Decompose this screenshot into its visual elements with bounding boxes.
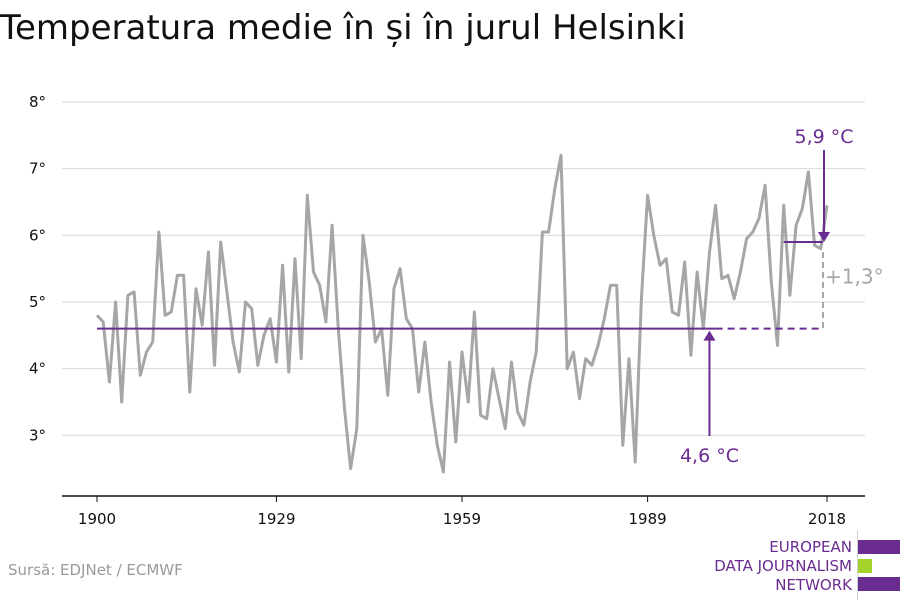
x-tick-label: 1900 <box>78 510 116 528</box>
x-tick-label: 1929 <box>257 510 295 528</box>
x-tick-label: 1989 <box>628 510 666 528</box>
source-credit: Sursă: EDJNet / ECMWF <box>8 561 183 579</box>
x-axis-ticks: 1900 1929 1959 1989 2018 <box>78 496 846 528</box>
chart-annotations: +1,3° 5,9 °C 4,6 °C <box>97 126 884 467</box>
x-tick-label: 2018 <box>808 510 846 528</box>
y-axis-ticks: 3° 4° 5° 6° 7° 8° <box>29 93 46 444</box>
series-line <box>95 153 829 474</box>
logo-bar-purple-top <box>858 540 900 554</box>
temperature-series <box>95 153 829 474</box>
logo-line-network: NETWORK <box>775 576 852 594</box>
logo-bar-purple-bottom <box>858 577 900 591</box>
page-title: Temperatura medie în și în jurul Helsink… <box>0 8 686 48</box>
y-tick-label: 4° <box>29 360 46 378</box>
recent-mean-label: 5,9 °C <box>794 126 853 148</box>
recent-arrow-head <box>818 232 830 242</box>
difference-label: +1,3° <box>825 264 884 288</box>
baseline-mean-label: 4,6 °C <box>680 445 739 467</box>
y-tick-label: 3° <box>29 426 46 444</box>
y-tick-label: 5° <box>29 293 46 311</box>
logo-line-european: EUROPEAN <box>769 538 852 556</box>
logo-divider <box>857 530 858 600</box>
edjnet-logo: EUROPEAN DATA JOURNALISM NETWORK <box>700 530 900 600</box>
x-tick-label: 1959 <box>443 510 481 528</box>
logo-line-data-journalism: DATA JOURNALISM <box>714 557 852 575</box>
y-tick-label: 8° <box>29 93 46 111</box>
y-tick-label: 6° <box>29 226 46 244</box>
baseline-arrow-head <box>703 330 716 341</box>
logo-bar-green <box>858 559 872 573</box>
y-tick-label: 7° <box>29 160 46 178</box>
chart-gridlines <box>62 101 865 497</box>
